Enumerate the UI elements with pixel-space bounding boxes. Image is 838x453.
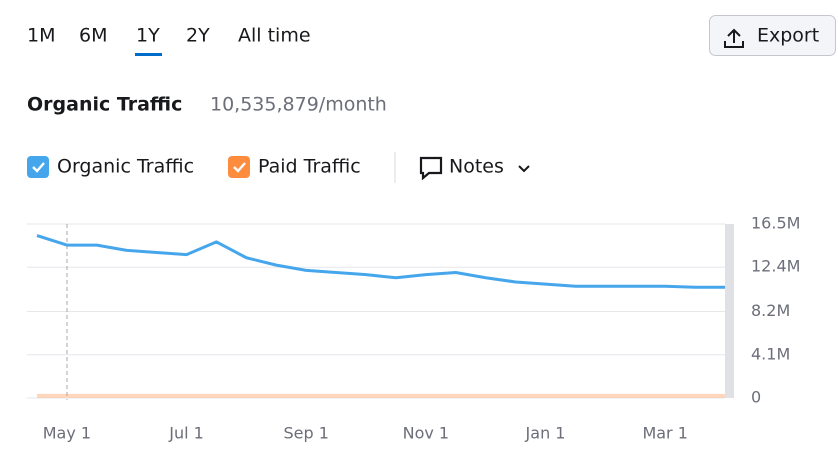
total-value: 10,535,879/month: [210, 94, 387, 116]
scroll-edge: [725, 224, 734, 398]
legend-checkbox[interactable]: [27, 156, 49, 178]
legend: Organic Traffic Paid Traffic: [27, 156, 361, 178]
range-tab[interactable]: All time: [238, 25, 311, 47]
checkmark: [233, 162, 246, 173]
y-tick-label: 8.2M: [751, 301, 790, 320]
range-tab[interactable]: 1M: [27, 25, 55, 47]
range-tab[interactable]: 2Y: [186, 25, 210, 47]
y-tick-label: 16.5M: [751, 214, 800, 233]
x-tick-label: Sep 1: [284, 424, 329, 443]
series-line: [36, 234, 725, 289]
y-tick-label: 4.1M: [751, 344, 790, 363]
range-tab[interactable]: 1Y: [136, 25, 160, 47]
export-label[interactable]: Export: [757, 25, 819, 47]
legend-checkbox[interactable]: [228, 156, 250, 178]
legend-label: Organic Traffic: [57, 156, 194, 178]
active-underline: [135, 53, 162, 56]
x-tick-label: Jan 1: [525, 424, 566, 443]
x-tick-label: Nov 1: [403, 424, 450, 443]
range-tab[interactable]: 6M: [79, 25, 107, 47]
export-icon: [724, 28, 744, 48]
x-tick-label: Mar 1: [642, 424, 687, 443]
button-bg: [709, 15, 836, 56]
legend-label: Paid Traffic: [258, 156, 361, 178]
x-tick-label: Jul 1: [168, 424, 204, 443]
export-button[interactable]: Export: [709, 15, 836, 56]
checkmark: [32, 162, 45, 173]
notes-button[interactable]: Notes: [449, 156, 504, 178]
plot: 0 4.1M 8.2M 12.4M 16.5M May 1 Jul 1 Sep 1 Nov 1 J…: [27, 214, 800, 443]
x-tick-label: May 1: [43, 424, 91, 443]
y-tick-label: 0: [751, 388, 761, 407]
chevron[interactable]: [518, 165, 530, 173]
y-tick-label: 12.4M: [751, 257, 800, 276]
title: Organic Traffic: [27, 94, 182, 116]
notes-icon[interactable]: [419, 156, 443, 181]
